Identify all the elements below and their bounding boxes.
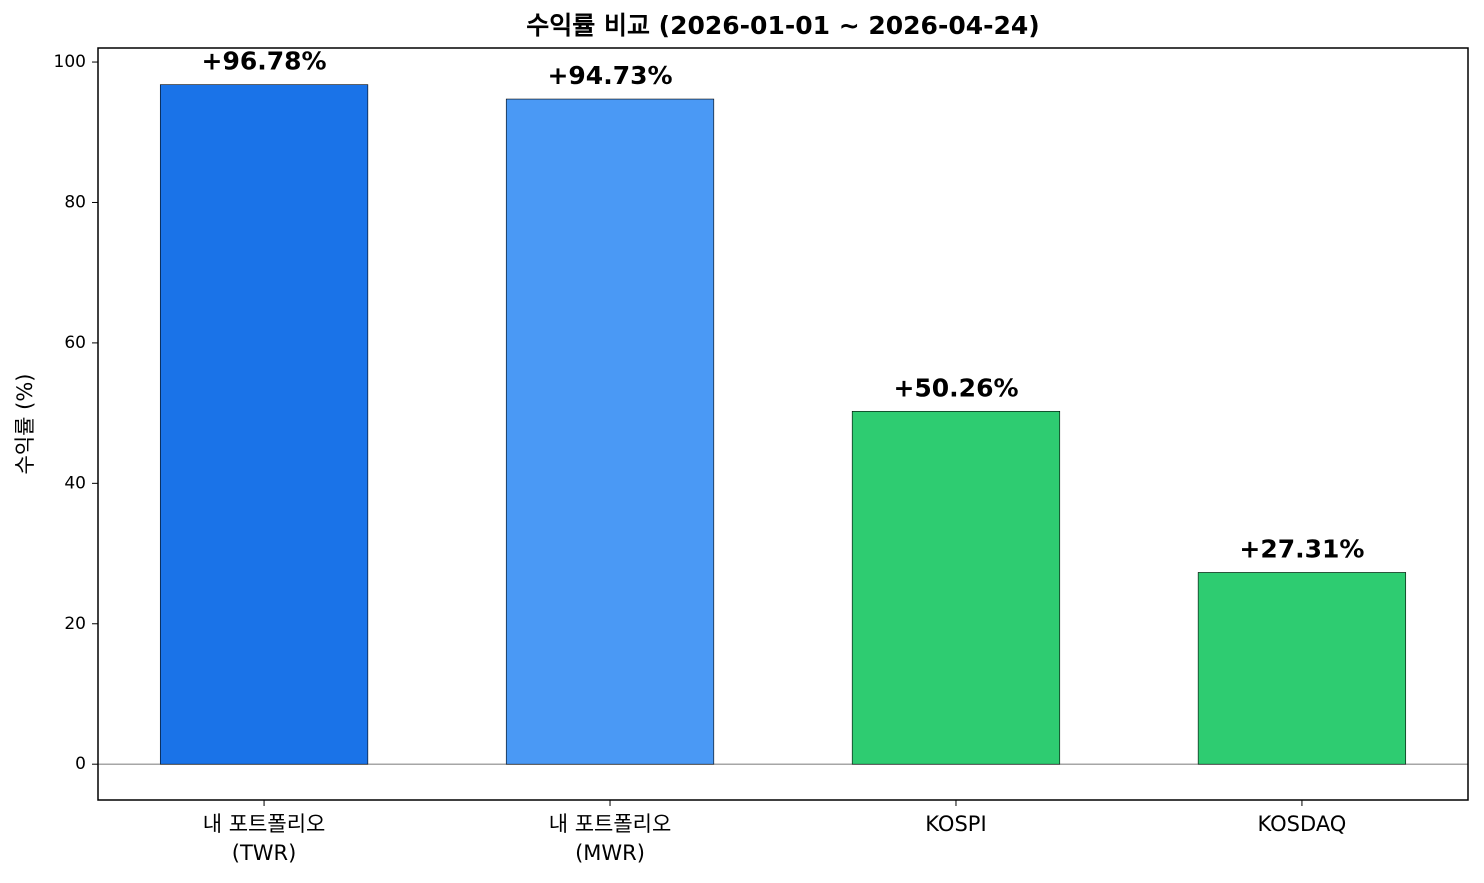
value-label: +96.78% [202,47,327,76]
y-tick-label: 80 [64,192,86,212]
y-tick-label: 20 [64,614,86,634]
chart-title: 수익률 비교 (2026-01-01 ~ 2026-04-24) [526,11,1039,40]
value-label: +27.31% [1239,534,1364,563]
x-tick-label: 내 포트폴리오 (TWR) [202,812,326,865]
y-tick-label: 100 [54,52,86,72]
bar [1197,572,1407,765]
x-tick-label: KOSDAQ [1257,812,1347,836]
x-tick-label: 내 포트폴리오 (MWR) [548,812,672,865]
y-tick-label: 40 [64,473,86,493]
bar [505,98,715,765]
plot-frame [97,47,1469,801]
y-tick-label: 60 [64,333,86,353]
bar [851,410,1061,765]
x-tick-label: KOSPI [925,812,987,836]
y-axis-label: 수익률 (%) [13,374,37,475]
value-label: +94.73% [547,61,672,90]
value-label: +50.26% [893,373,1018,402]
y-tick-label: 0 [75,754,86,774]
bar [159,84,369,765]
